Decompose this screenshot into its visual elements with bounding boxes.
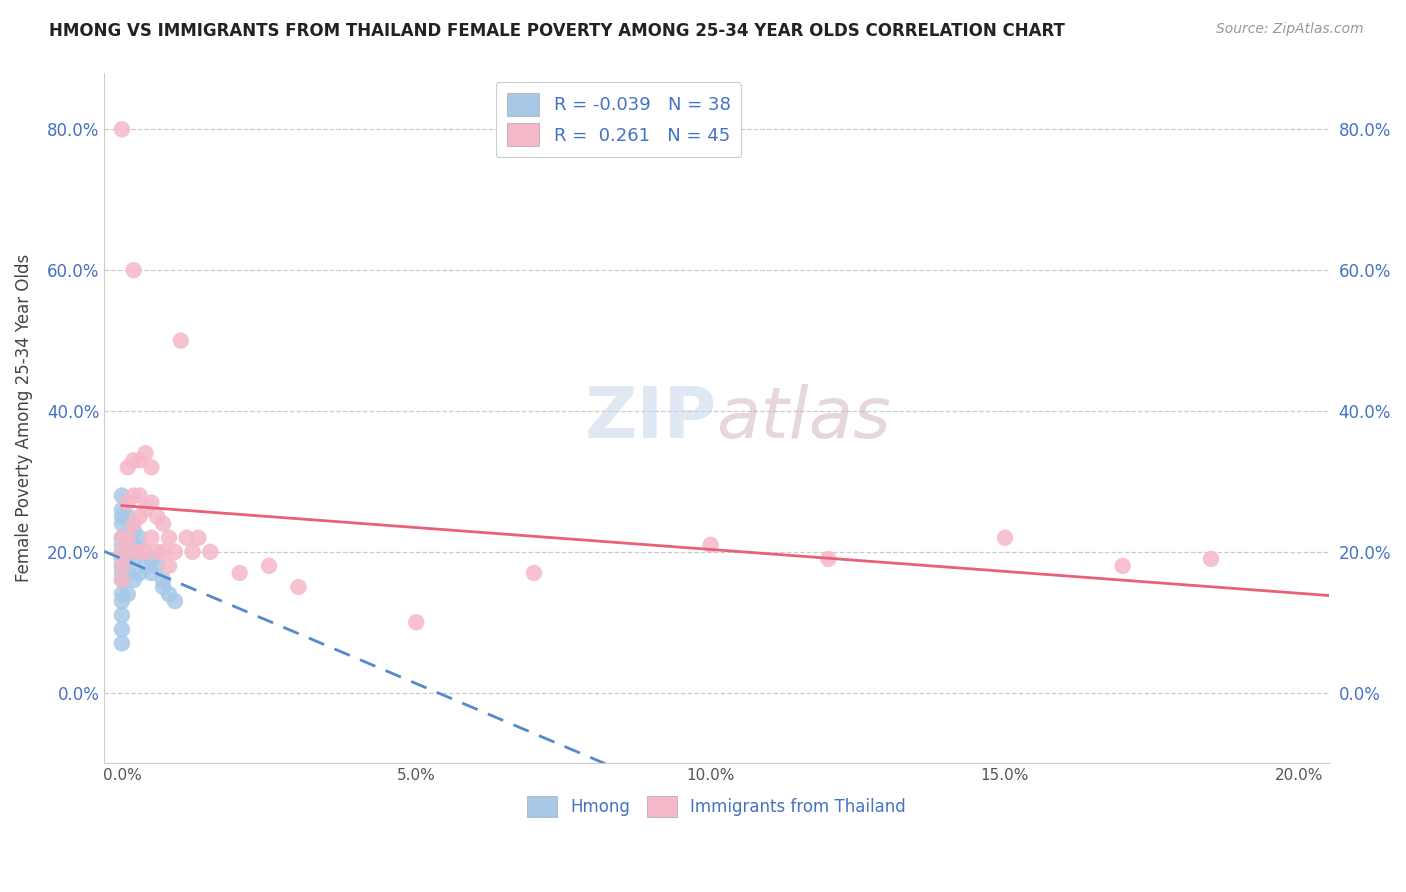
- Point: [128, 545, 150, 559]
- Point: [117, 495, 139, 509]
- Point: [111, 531, 134, 545]
- Point: [117, 552, 139, 566]
- Point: [111, 573, 134, 587]
- Point: [128, 489, 150, 503]
- Point: [117, 566, 139, 580]
- Point: [146, 509, 169, 524]
- Point: [257, 558, 280, 573]
- Point: [152, 573, 174, 587]
- Point: [181, 545, 204, 559]
- Point: [111, 516, 134, 531]
- Text: atlas: atlas: [717, 384, 891, 452]
- Point: [1199, 552, 1222, 566]
- Point: [111, 545, 134, 559]
- Point: [128, 531, 150, 545]
- Point: [170, 334, 193, 348]
- Point: [111, 502, 134, 516]
- Point: [122, 263, 145, 277]
- Point: [141, 566, 163, 580]
- Point: [117, 587, 139, 601]
- Point: [122, 516, 145, 531]
- Point: [141, 531, 163, 545]
- Text: HMONG VS IMMIGRANTS FROM THAILAND FEMALE POVERTY AMONG 25-34 YEAR OLDS CORRELATI: HMONG VS IMMIGRANTS FROM THAILAND FEMALE…: [49, 22, 1066, 40]
- Point: [141, 552, 163, 566]
- Point: [117, 509, 139, 524]
- Point: [111, 489, 134, 503]
- Point: [111, 531, 134, 545]
- Point: [111, 558, 134, 573]
- Point: [111, 636, 134, 650]
- Point: [128, 509, 150, 524]
- Point: [157, 531, 180, 545]
- Point: [122, 545, 145, 559]
- Point: [134, 502, 156, 516]
- Point: [111, 558, 134, 573]
- Point: [111, 594, 134, 608]
- Point: [134, 446, 156, 460]
- Point: [187, 531, 209, 545]
- Point: [111, 545, 134, 559]
- Point: [152, 580, 174, 594]
- Point: [122, 489, 145, 503]
- Point: [111, 538, 134, 552]
- Point: [1112, 558, 1135, 573]
- Text: ZIP: ZIP: [585, 384, 717, 452]
- Point: [134, 558, 156, 573]
- Point: [146, 558, 169, 573]
- Point: [117, 545, 139, 559]
- Point: [122, 552, 145, 566]
- Point: [117, 460, 139, 475]
- Point: [122, 538, 145, 552]
- Point: [287, 580, 309, 594]
- Point: [141, 495, 163, 509]
- Point: [117, 531, 139, 545]
- Point: [111, 566, 134, 580]
- Point: [157, 558, 180, 573]
- Point: [152, 516, 174, 531]
- Point: [122, 573, 145, 587]
- Legend: Hmong, Immigrants from Thailand: Hmong, Immigrants from Thailand: [520, 789, 912, 824]
- Point: [111, 587, 134, 601]
- Point: [152, 545, 174, 559]
- Point: [157, 587, 180, 601]
- Point: [128, 545, 150, 559]
- Point: [176, 531, 198, 545]
- Point: [817, 552, 839, 566]
- Point: [200, 545, 222, 559]
- Point: [405, 615, 427, 630]
- Point: [134, 545, 156, 559]
- Y-axis label: Female Poverty Among 25-34 Year Olds: Female Poverty Among 25-34 Year Olds: [15, 254, 32, 582]
- Point: [523, 566, 546, 580]
- Point: [111, 509, 134, 524]
- Point: [117, 531, 139, 545]
- Point: [122, 524, 145, 538]
- Point: [111, 552, 134, 566]
- Point: [228, 566, 250, 580]
- Point: [111, 608, 134, 623]
- Point: [163, 545, 186, 559]
- Point: [128, 566, 150, 580]
- Point: [699, 538, 721, 552]
- Point: [111, 122, 134, 136]
- Point: [111, 573, 134, 587]
- Point: [122, 453, 145, 467]
- Text: Source: ZipAtlas.com: Source: ZipAtlas.com: [1216, 22, 1364, 37]
- Point: [111, 623, 134, 637]
- Point: [146, 545, 169, 559]
- Point: [128, 453, 150, 467]
- Point: [994, 531, 1017, 545]
- Point: [141, 460, 163, 475]
- Point: [134, 545, 156, 559]
- Point: [163, 594, 186, 608]
